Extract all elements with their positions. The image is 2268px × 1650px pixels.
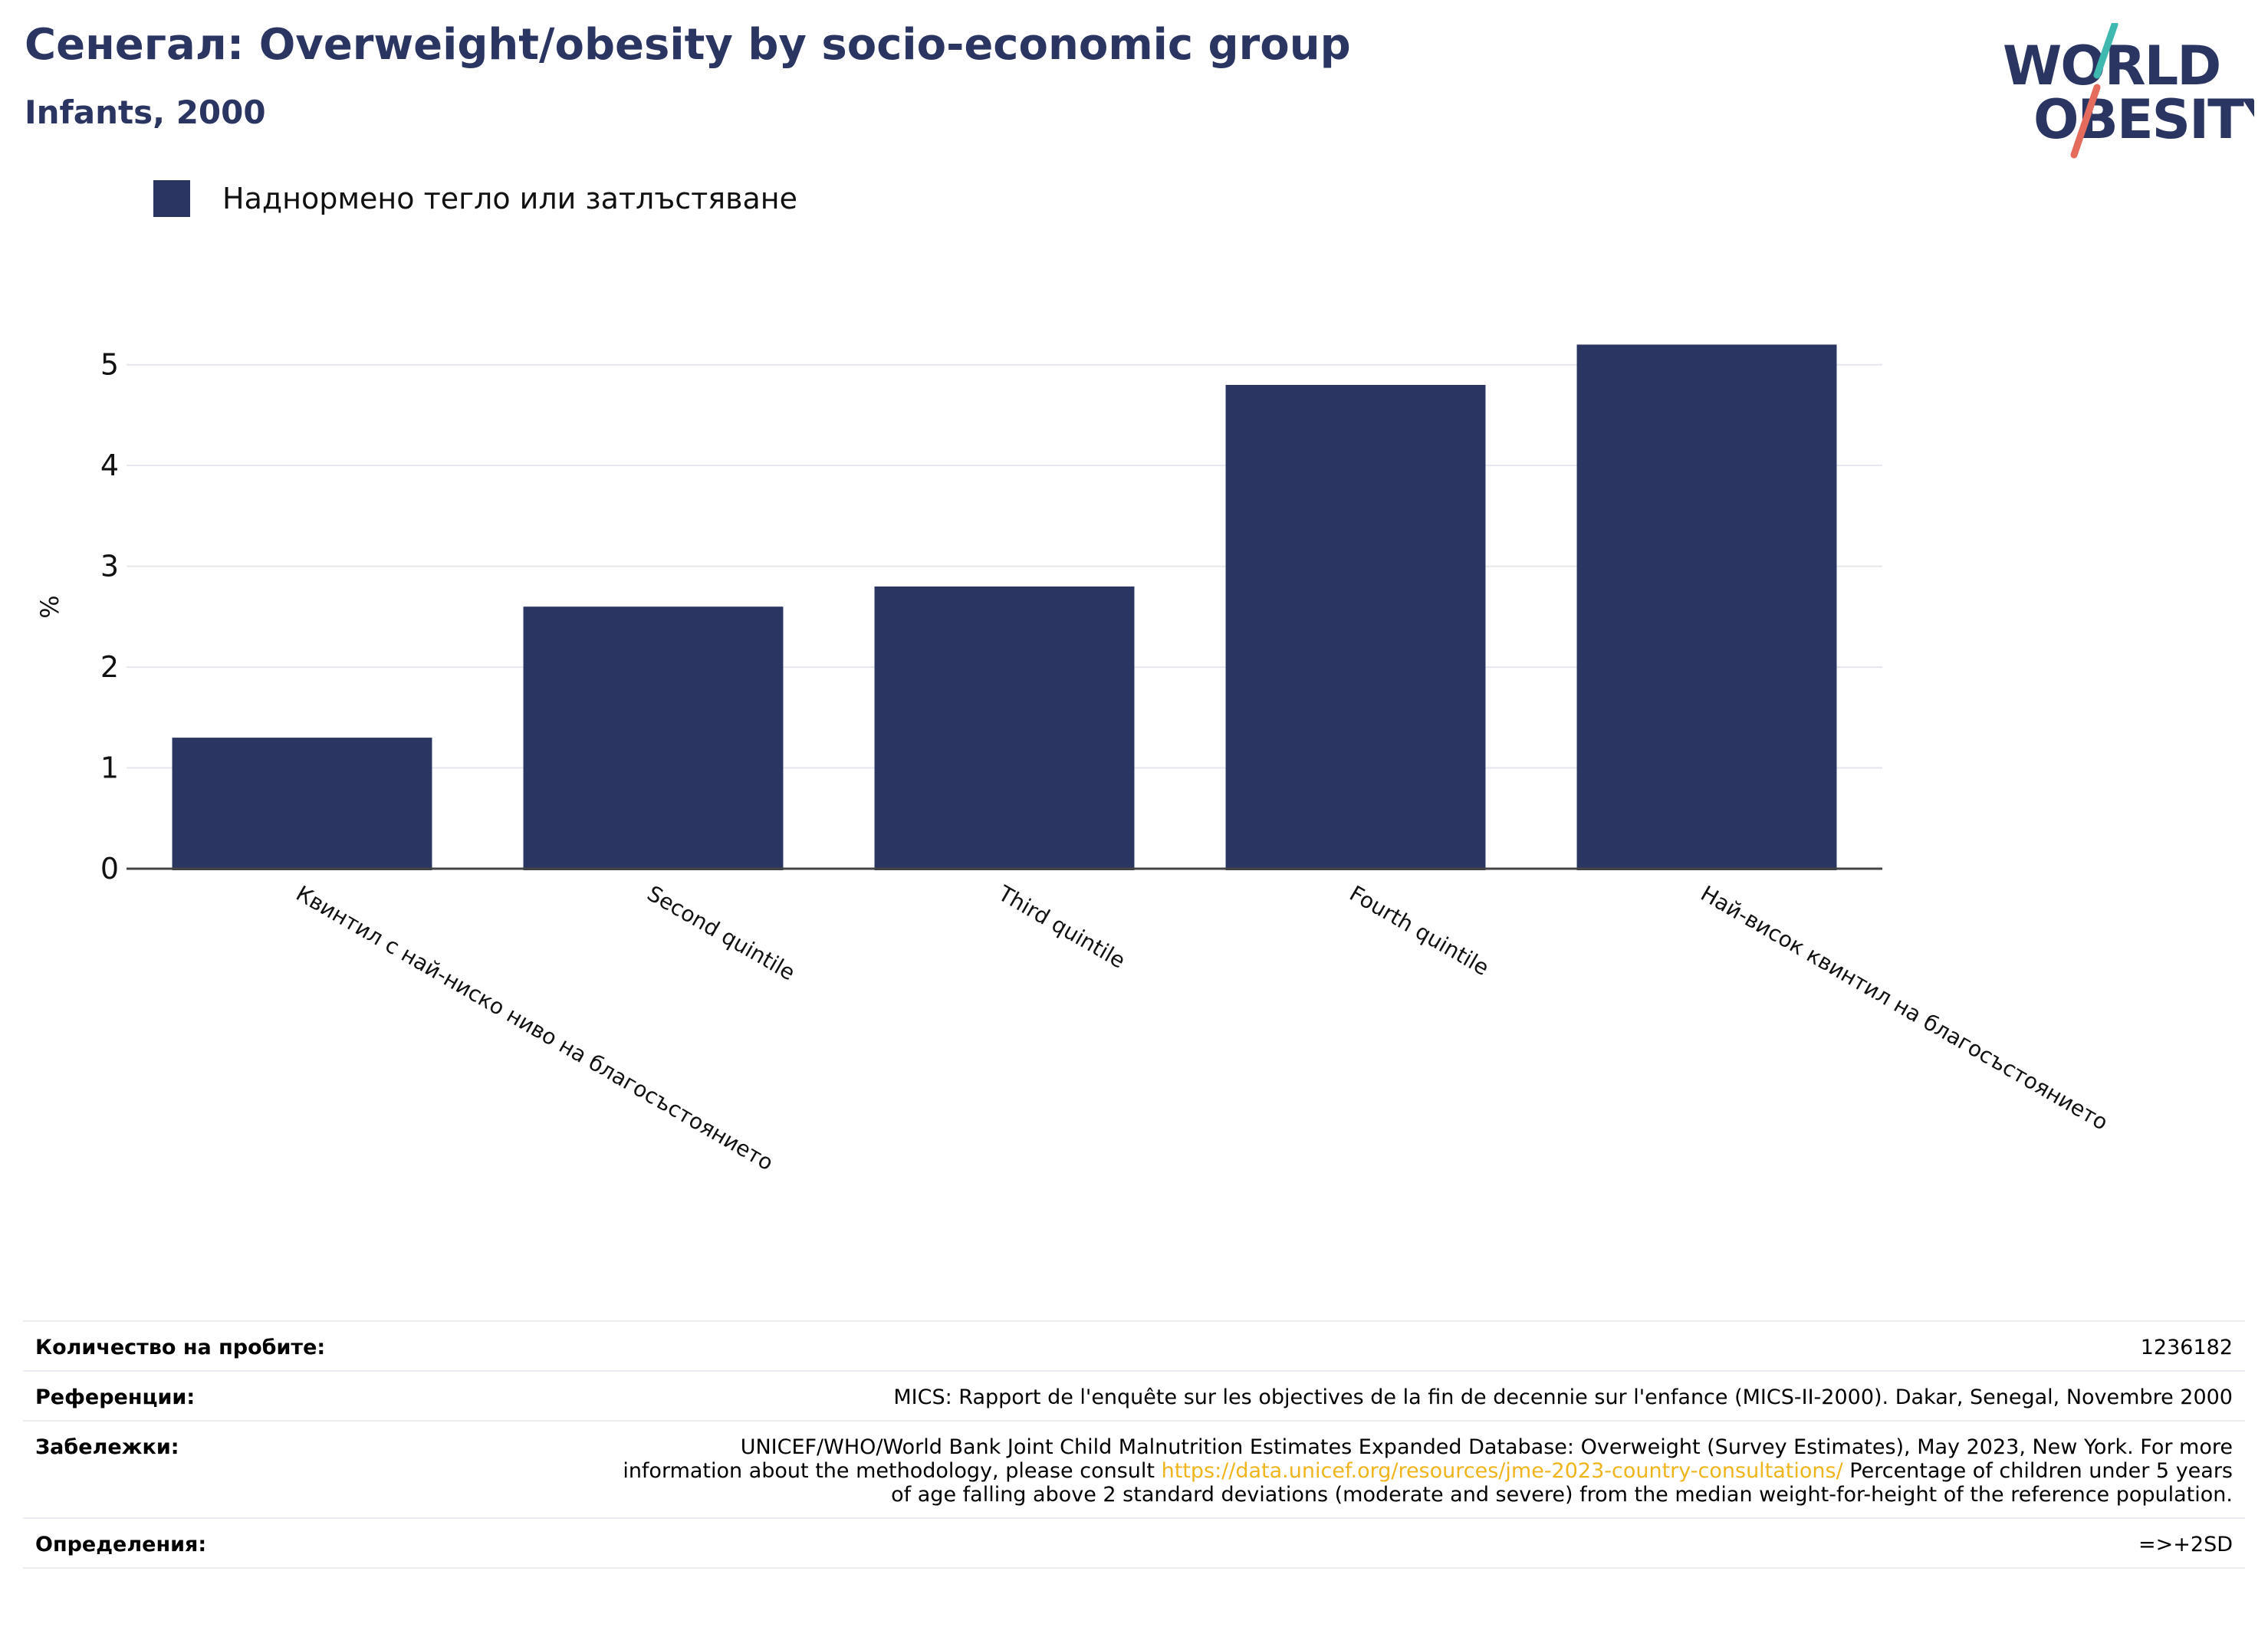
bar-chart: Наднормено тегло или затлъстяване 0 1 2 3 4 5… [35, 180, 2112, 1175]
y-axis: 0 1 2 3 4 5% [35, 348, 119, 886]
notes-label: Забележки: [35, 1435, 179, 1459]
notes-value: UNICEF/WHO/World Bank Joint Child Malnut… [623, 1435, 2233, 1507]
notes-text-before: UNICEF/WHO/World Bank Joint Child Malnut… [623, 1435, 2233, 1483]
bar [172, 738, 432, 870]
x-axis: Квинтил с най-ниско ниво на благосъстоян… [127, 867, 2112, 1175]
bar [1225, 385, 1486, 870]
definitions-row: Определения: =>+2SD [23, 1517, 2245, 1569]
logo-text-world: WORLD [2003, 35, 2220, 97]
sample-size-label: Количество на пробите: [35, 1336, 326, 1359]
bar [874, 586, 1135, 870]
x-tick-label: Second quintile [643, 880, 800, 985]
logo-slash-bottom [2070, 84, 2101, 159]
y-tick-label: 4 [100, 449, 119, 482]
legend-swatch [153, 180, 190, 217]
x-tick-label: Fourth quintile [1346, 880, 1494, 981]
y-axis-label: % [35, 595, 64, 618]
logo-slash-top [2093, 23, 2118, 79]
references-value: MICS: Rapport de l'enquête sur les objec… [893, 1385, 2233, 1409]
references-label: Референции: [35, 1385, 196, 1409]
notes-text-after: Percentage of children under 5 years of … [891, 1459, 2233, 1507]
bar [1576, 344, 1837, 870]
chart-title: Сенегал: Overweight/obesity by socio-eco… [25, 20, 1351, 70]
x-tick-label: Third quintile [994, 880, 1130, 974]
y-tick-label: 2 [100, 650, 119, 684]
definitions-label: Определения: [35, 1533, 207, 1556]
y-tick-label: 5 [100, 348, 119, 382]
references-row: Референции: MICS: Rapport de l'enquête s… [23, 1370, 2245, 1420]
chart-subtitle: Infants, 2000 [25, 94, 266, 131]
sample-size-value: 1236182 [2140, 1336, 2233, 1359]
legend-label: Наднормено тегло или затлъстяване [222, 182, 797, 215]
notes-link[interactable]: https://data.unicef.org/resources/jme-20… [1161, 1459, 1843, 1483]
metadata-table: Количество на пробите: 1236182 Референци… [23, 1320, 2245, 1569]
definitions-value: =>+2SD [2138, 1533, 2233, 1556]
bar [523, 606, 784, 870]
y-tick-label: 3 [100, 550, 119, 583]
logo-text-obesity: OBESITY [2033, 88, 2254, 151]
x-tick-label: Най-висок квинтил на благосъстоянието [1697, 880, 2112, 1135]
bars [172, 344, 1837, 870]
sample-size-row: Количество на пробите: 1236182 [23, 1320, 2245, 1370]
y-tick-label: 0 [100, 852, 119, 886]
world-obesity-logo: WORLD OBESITY [2003, 23, 2254, 159]
notes-row: Забележки: UNICEF/WHO/World Bank Joint C… [23, 1420, 2245, 1517]
legend: Наднормено тегло или затлъстяване [153, 180, 797, 217]
y-tick-label: 1 [100, 751, 119, 785]
